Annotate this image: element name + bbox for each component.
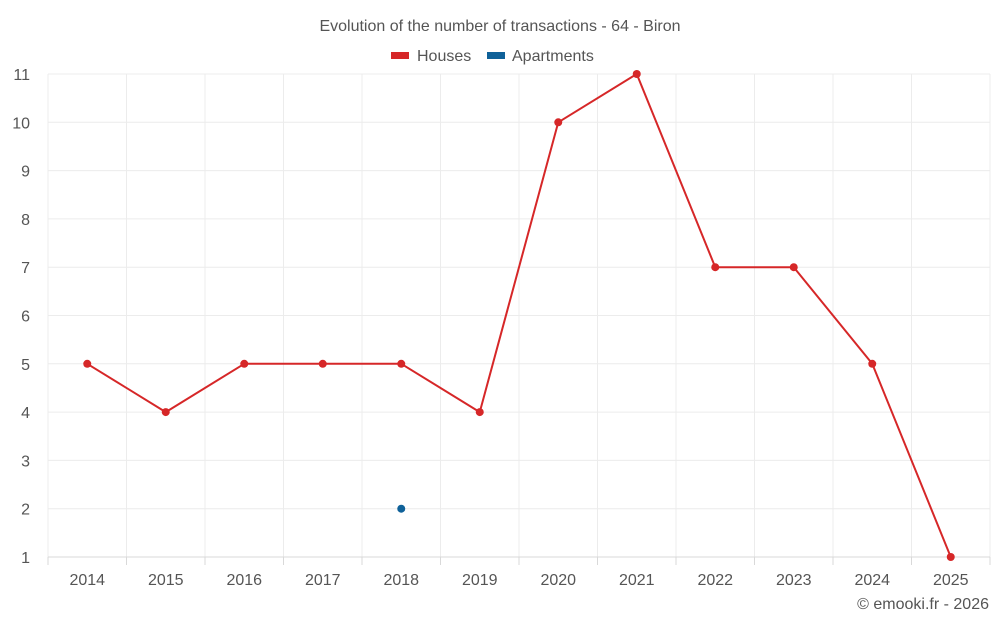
data-point-apartments[interactable] <box>397 504 406 513</box>
data-point-houses[interactable] <box>711 263 720 272</box>
data-point-houses[interactable] <box>240 359 249 368</box>
y-tick-label: 1 <box>21 550 30 567</box>
data-point-houses[interactable] <box>946 553 955 561</box>
legend-swatch-houses <box>391 52 409 59</box>
legend-label-houses: Houses <box>417 48 471 65</box>
y-tick-label: 2 <box>21 502 30 519</box>
data-point-houses[interactable] <box>554 118 563 127</box>
data-point-houses[interactable] <box>475 408 484 417</box>
x-tick-label: 2016 <box>226 572 262 589</box>
y-tick-label: 11 <box>13 67 30 84</box>
data-point-houses[interactable] <box>161 408 170 417</box>
x-axis-ticks: 2014 2015 2016 2017 2018 2019 2020 2021 2022 2023… <box>69 572 968 589</box>
credit-text: © emooki.fr - 2026 <box>857 596 989 613</box>
y-tick-label: 9 <box>21 164 30 181</box>
x-tick-label: 2015 <box>148 572 184 589</box>
y-tick-label: 3 <box>21 453 30 470</box>
y-tick-label: 6 <box>21 309 30 326</box>
data-point-houses[interactable] <box>318 359 327 368</box>
y-tick-label: 4 <box>21 405 30 422</box>
axes <box>47 556 991 565</box>
x-tick-label: 2024 <box>854 572 890 589</box>
legend-label-apartments: Apartments <box>512 48 594 65</box>
x-gridlines <box>47 74 991 557</box>
legend-item-houses[interactable]: Houses <box>391 48 471 65</box>
x-tick-label: 2019 <box>462 572 498 589</box>
data-point-houses[interactable] <box>868 359 877 368</box>
x-tick-label: 2014 <box>69 572 105 589</box>
y-tick-label: 10 <box>12 115 30 132</box>
data-point-houses[interactable] <box>83 359 92 368</box>
x-tick-label: 2017 <box>305 572 341 589</box>
data-point-houses[interactable] <box>789 263 798 272</box>
x-tick-label: 2021 <box>619 572 655 589</box>
x-tick-label: 2025 <box>933 572 969 589</box>
chart-title: Evolution of the number of transactions … <box>319 18 680 35</box>
x-tick-label: 2018 <box>383 572 419 589</box>
x-tick-label: 2023 <box>776 572 812 589</box>
series-layer <box>83 70 955 561</box>
data-point-houses[interactable] <box>632 70 641 78</box>
legend: Houses Apartments <box>391 48 594 65</box>
data-point-houses[interactable] <box>397 359 406 368</box>
y-tick-label: 5 <box>21 357 30 374</box>
series-line-houses <box>86 73 952 558</box>
y-tick-label: 7 <box>21 260 30 277</box>
legend-swatch-apartments <box>487 52 505 59</box>
x-tick-label: 2020 <box>540 572 576 589</box>
x-tick-label: 2022 <box>697 572 733 589</box>
legend-item-apartments[interactable]: Apartments <box>487 48 594 65</box>
y-axis-ticks: 1 2 3 4 5 6 7 8 9 10 11 <box>12 67 30 567</box>
y-tick-label: 8 <box>21 212 30 229</box>
